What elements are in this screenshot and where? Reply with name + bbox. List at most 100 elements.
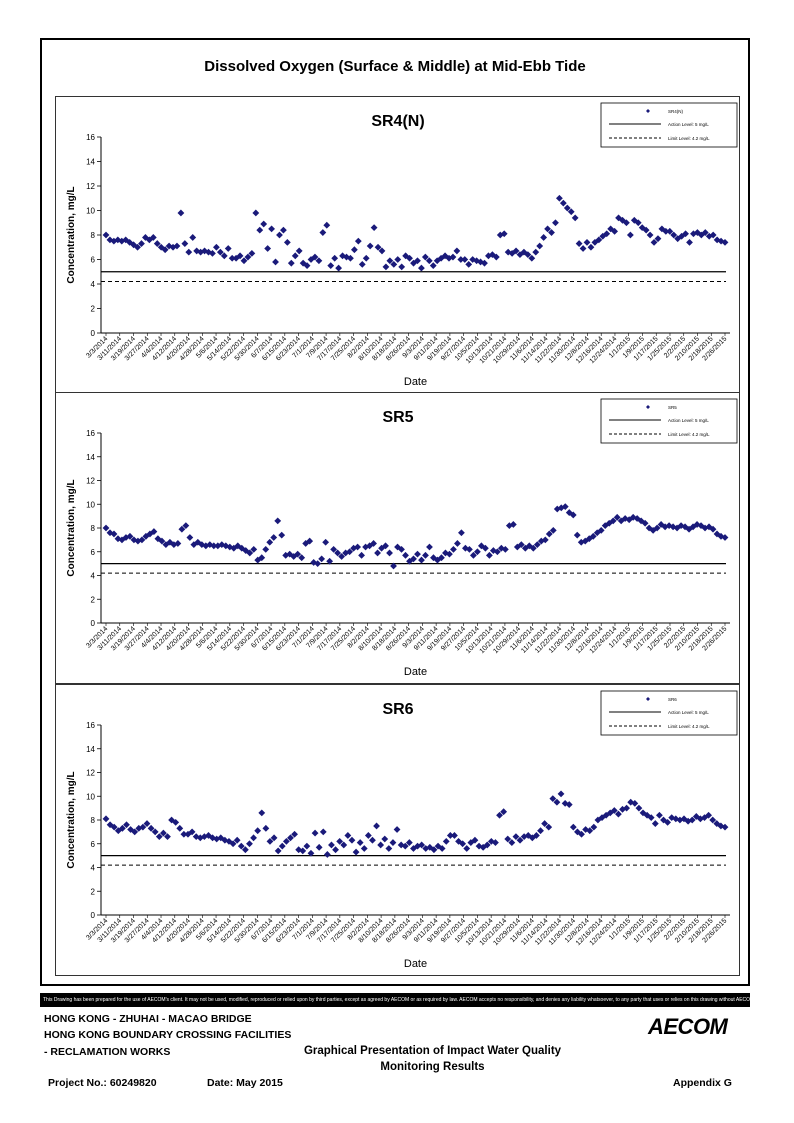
data-point bbox=[186, 534, 194, 541]
data-point bbox=[222, 542, 230, 550]
data-point bbox=[492, 253, 500, 261]
data-point bbox=[307, 849, 315, 857]
data-point bbox=[122, 534, 130, 541]
project-line-3: - RECLAMATION WORKS bbox=[44, 1046, 171, 1058]
data-point bbox=[268, 225, 275, 233]
data-point bbox=[262, 824, 270, 832]
data-point bbox=[209, 834, 216, 842]
data-point bbox=[326, 557, 334, 565]
data-point bbox=[682, 230, 689, 238]
data-point bbox=[194, 538, 202, 546]
data-point bbox=[315, 843, 323, 851]
data-point bbox=[701, 814, 708, 822]
data-point bbox=[311, 253, 319, 261]
data-point bbox=[210, 542, 218, 550]
data-point bbox=[516, 836, 524, 844]
data-point bbox=[481, 259, 488, 267]
data-point bbox=[323, 851, 331, 858]
data-point bbox=[254, 556, 262, 564]
y-tick-label: 8 bbox=[91, 231, 96, 240]
data-point bbox=[505, 522, 513, 530]
data-point bbox=[429, 262, 437, 270]
data-point bbox=[118, 536, 126, 544]
data-point bbox=[393, 826, 401, 833]
data-point bbox=[597, 526, 605, 534]
data-point bbox=[212, 243, 220, 251]
legend-box bbox=[600, 690, 738, 736]
data-point bbox=[577, 538, 585, 546]
data-point bbox=[669, 523, 677, 531]
legend-box bbox=[600, 398, 738, 444]
data-point bbox=[378, 247, 386, 255]
data-point bbox=[591, 238, 599, 246]
data-point bbox=[280, 226, 287, 234]
data-point bbox=[102, 815, 110, 823]
data-point bbox=[459, 840, 467, 848]
chart-title: SR5 bbox=[382, 409, 413, 426]
chart-panel-sr6: SR6 0 2 4 6 8 10 12 14 16 Concentration, mg/L 3/3/2… bbox=[55, 684, 740, 976]
data-point bbox=[533, 541, 541, 549]
y-tick-label: 0 bbox=[91, 619, 96, 628]
data-point bbox=[483, 841, 491, 849]
data-point bbox=[184, 830, 192, 838]
data-point bbox=[226, 543, 234, 551]
data-point bbox=[142, 532, 150, 540]
chart-title: SR4(N) bbox=[371, 113, 424, 130]
data-point bbox=[172, 818, 180, 826]
data-point bbox=[237, 842, 245, 850]
data-point bbox=[666, 227, 674, 235]
data-point bbox=[656, 811, 663, 819]
data-point bbox=[541, 820, 549, 827]
data-point bbox=[492, 839, 499, 846]
data-point bbox=[641, 519, 649, 527]
data-point bbox=[565, 509, 573, 516]
data-point bbox=[162, 541, 170, 549]
y-tick-label: 6 bbox=[91, 840, 96, 849]
disclaimer-bar: This Drawing has been prepared for the u… bbox=[40, 993, 750, 1007]
data-point bbox=[639, 809, 647, 817]
data-point bbox=[565, 801, 573, 808]
chart-title: SR6 bbox=[382, 701, 413, 718]
data-point bbox=[242, 547, 250, 554]
data-point bbox=[571, 214, 579, 222]
data-point bbox=[619, 805, 626, 813]
y-tick-label: 16 bbox=[86, 721, 95, 730]
y-tick-label: 2 bbox=[91, 305, 96, 314]
data-point bbox=[161, 246, 169, 254]
legend-marker bbox=[646, 405, 650, 409]
data-point bbox=[276, 231, 283, 239]
data-point bbox=[549, 526, 557, 534]
data-point bbox=[402, 252, 410, 260]
data-point bbox=[446, 832, 454, 839]
data-point bbox=[493, 548, 501, 556]
data-point bbox=[335, 264, 343, 272]
data-point bbox=[418, 556, 425, 564]
data-point bbox=[272, 258, 279, 266]
data-point bbox=[382, 542, 389, 550]
data-point bbox=[246, 840, 253, 848]
data-point bbox=[536, 242, 544, 250]
data-point bbox=[496, 231, 504, 239]
y-tick-label: 16 bbox=[86, 429, 95, 438]
data-point bbox=[458, 529, 465, 537]
data-point bbox=[437, 254, 445, 262]
data-point bbox=[626, 231, 634, 239]
y-tick-label: 14 bbox=[86, 158, 95, 167]
data-point bbox=[256, 226, 264, 234]
data-point bbox=[291, 252, 299, 260]
appendix-label: Appendix G bbox=[673, 1077, 732, 1089]
data-point bbox=[467, 839, 475, 846]
data-point bbox=[238, 544, 246, 552]
data-point bbox=[230, 544, 238, 552]
data-point bbox=[406, 254, 413, 262]
data-point bbox=[209, 249, 216, 257]
data-point bbox=[174, 540, 182, 547]
data-point bbox=[650, 238, 658, 246]
chart-panel-sr4n: SR4(N) 0 2 4 6 8 10 12 14 16 Concentration, mg/L 3/… bbox=[55, 96, 740, 394]
data-point bbox=[386, 549, 393, 557]
data-point bbox=[220, 252, 228, 260]
data-point bbox=[364, 832, 372, 839]
data-point bbox=[634, 219, 642, 227]
data-point bbox=[205, 832, 212, 839]
